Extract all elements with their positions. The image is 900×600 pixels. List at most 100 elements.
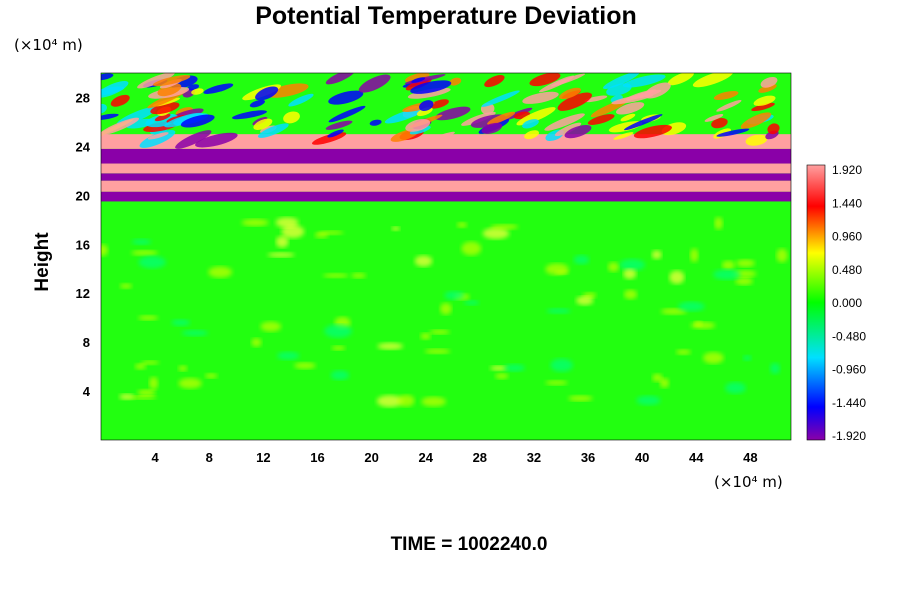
field-blob-upper <box>716 100 742 112</box>
field-blob-lower <box>619 259 646 271</box>
field-blob-upper <box>564 124 592 139</box>
field-blob-lower <box>377 342 404 350</box>
field-blob-lower <box>660 308 687 315</box>
colorbar-label: -0.480 <box>832 329 866 343</box>
field-blob-lower <box>421 396 446 407</box>
field-blob-lower <box>725 382 746 394</box>
colorbar-label: 1.920 <box>832 163 862 177</box>
field-blob-upper <box>288 93 314 107</box>
field-blob-upper <box>253 118 273 131</box>
field-blob-upper <box>481 90 520 107</box>
y-tick-label: 28 <box>76 90 90 105</box>
field-blob-upper <box>411 77 426 83</box>
field-blob-lower <box>414 255 433 267</box>
field-blob-lower <box>119 393 135 400</box>
field-layer-5 <box>101 148 791 164</box>
y-tick-label: 24 <box>76 139 91 154</box>
field-blob-upper <box>751 102 775 112</box>
field-blob-upper <box>667 73 694 86</box>
field-blob-lower <box>204 373 218 379</box>
field-blob-upper <box>328 90 364 105</box>
field-layer-4 <box>101 163 791 174</box>
field-blob-upper <box>554 122 582 137</box>
field-blob-lower <box>464 300 480 306</box>
field-blob-upper <box>633 124 672 139</box>
field-blob-upper <box>428 131 455 143</box>
field-blob-lower <box>397 394 415 407</box>
field-blob-lower <box>545 380 568 386</box>
field-blob-lower <box>294 362 316 369</box>
plot-frame <box>100 72 792 441</box>
field-blob-lower <box>181 329 208 336</box>
field-blob-upper <box>692 73 734 88</box>
field-blob-upper <box>529 73 561 87</box>
field-blob-lower <box>490 365 508 371</box>
field-blob-lower <box>149 376 159 390</box>
field-blob-lower <box>669 270 685 285</box>
colorbar-label: 1.440 <box>832 196 862 210</box>
field-blob-upper <box>175 130 212 149</box>
x-tick-label: 24 <box>418 450 433 465</box>
field-blob-upper <box>753 95 776 106</box>
field-blob-lower <box>275 235 289 248</box>
field-blob-upper <box>584 95 608 103</box>
x-tick-label: 28 <box>473 450 487 465</box>
field-blob-upper <box>449 77 462 86</box>
x-tick-label: 48 <box>743 450 757 465</box>
field-blob-lower <box>444 290 465 300</box>
field-blob-upper <box>266 83 309 98</box>
x-tick-label: 20 <box>364 450 378 465</box>
field-blob-upper <box>740 112 772 129</box>
field-blob-upper <box>101 73 114 81</box>
field-blob-lower <box>456 222 468 228</box>
field-blob-upper <box>745 134 768 146</box>
field-blob-upper <box>152 74 191 87</box>
field-blob-upper <box>587 114 615 125</box>
field-blob-lower <box>568 395 593 402</box>
x-tick-label: 4 <box>152 450 160 465</box>
colorbar <box>806 164 826 441</box>
field-blob-upper <box>311 132 347 145</box>
field-blob-upper <box>180 114 215 128</box>
field-blob-lower <box>482 227 510 240</box>
field-blob-lower <box>623 268 637 280</box>
field-blob-upper <box>405 119 431 132</box>
field-blob-upper <box>164 112 204 128</box>
field-blob-upper <box>150 102 180 115</box>
field-blob-lower <box>623 289 638 300</box>
field-blob-upper <box>484 75 505 88</box>
field-blob-lower <box>440 302 452 315</box>
field-blob-upper <box>203 83 234 94</box>
field-blob-upper <box>767 123 780 135</box>
field-blob-upper <box>358 74 391 93</box>
field-blob-upper <box>758 84 777 93</box>
field-blob-lower <box>550 358 573 372</box>
field-blob-lower <box>690 321 716 329</box>
field-blob-lower <box>690 248 699 263</box>
field-blob-upper <box>191 88 204 95</box>
field-blob-upper <box>283 111 300 124</box>
field-blob-lower <box>138 255 166 269</box>
field-blob-lower <box>276 351 300 360</box>
field-blob-upper <box>328 105 366 123</box>
field-blob-upper <box>544 113 585 131</box>
field-blob-upper <box>101 113 119 121</box>
field-blob-upper <box>407 87 451 99</box>
field-blob-upper <box>384 108 424 124</box>
field-blob-lower <box>424 348 451 354</box>
field-blob-lower <box>420 332 431 340</box>
x-tick-label: 44 <box>689 450 704 465</box>
field-blob-upper <box>231 110 267 120</box>
field-blob-lower <box>251 337 262 347</box>
field-blob-lower <box>651 250 662 260</box>
colorbar-label: 0.000 <box>832 296 862 310</box>
field-blob-upper <box>516 107 556 126</box>
field-blob-upper <box>147 132 169 140</box>
field-blob-upper <box>429 99 449 109</box>
field-blob-lower <box>575 295 594 306</box>
field-blob-lower <box>134 363 147 370</box>
field-blob-lower <box>391 226 401 231</box>
field-blob-upper <box>622 74 666 88</box>
field-blob-lower <box>331 345 346 351</box>
x-tick-label: 12 <box>256 450 270 465</box>
